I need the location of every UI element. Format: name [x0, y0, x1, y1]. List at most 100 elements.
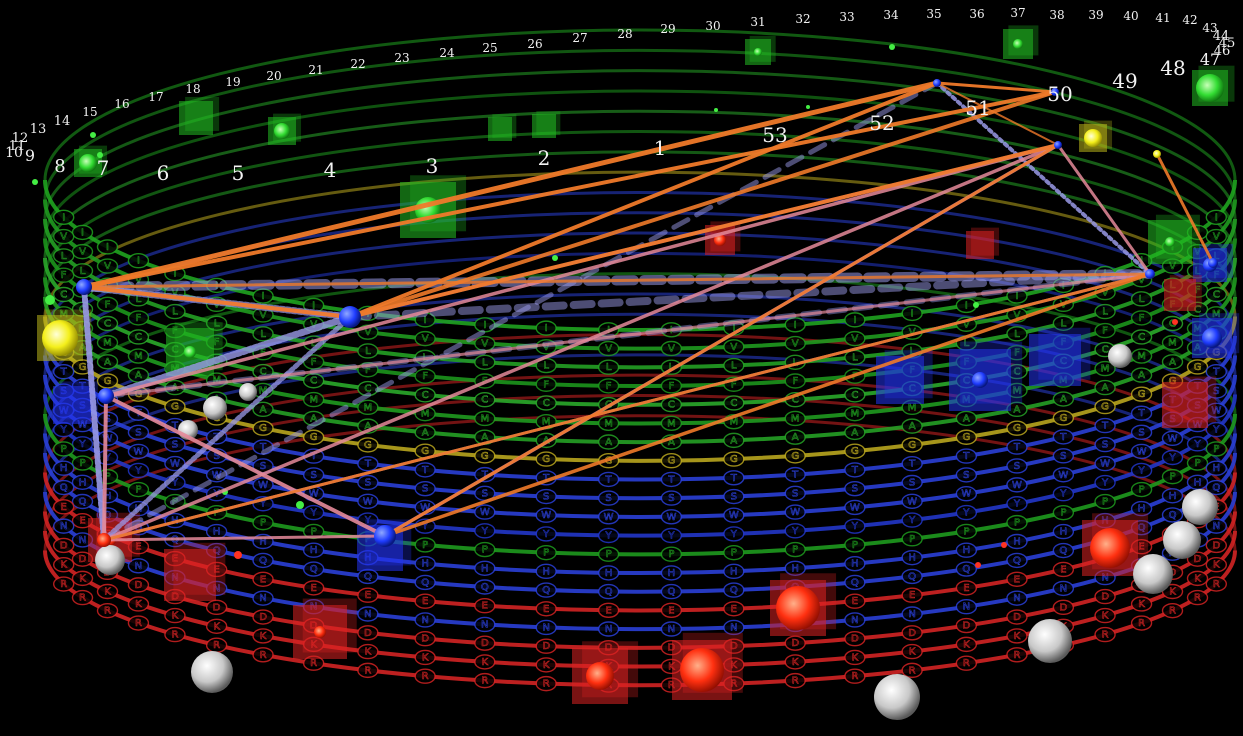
svg-text:M: M	[604, 418, 613, 429]
ring-front-arc	[43, 296, 1237, 445]
svg-text:P: P	[792, 545, 798, 556]
svg-text:Q: Q	[421, 577, 429, 588]
residue-box	[949, 341, 1023, 411]
position-label: 29	[660, 22, 675, 36]
ring-letter-A: A	[723, 432, 745, 449]
ring-letter-T: T	[955, 448, 978, 464]
sphere-marker	[191, 651, 233, 693]
ring-letter-V: V	[660, 340, 683, 357]
svg-text:W: W	[1168, 433, 1178, 444]
svg-text:W: W	[541, 510, 551, 521]
svg-text:W: W	[1012, 480, 1022, 491]
ring-front-arc	[43, 530, 1237, 669]
ring-letter-D: D	[1094, 588, 1116, 605]
position-label: 23	[394, 51, 409, 65]
svg-text:K: K	[668, 661, 675, 672]
ring-letter-P: P	[784, 541, 806, 558]
svg-text:N: N	[79, 535, 86, 546]
contact-link	[935, 81, 1152, 276]
svg-text:E: E	[852, 596, 858, 607]
svg-text:Y: Y	[908, 515, 916, 526]
svg-text:P: P	[1213, 444, 1219, 455]
contact-link	[102, 272, 1152, 542]
svg-text:F: F	[105, 299, 111, 310]
ring-front-arc	[43, 374, 1237, 519]
svg-text:H: H	[213, 527, 221, 538]
svg-text:I: I	[965, 300, 968, 311]
ring-letter-S: S	[1130, 424, 1153, 441]
svg-text:L: L	[543, 361, 549, 372]
svg-text:G: G	[1138, 389, 1146, 400]
ring-letter-T: T	[474, 466, 496, 483]
ring-letter-G: G	[357, 437, 379, 453]
svg-text:W: W	[103, 433, 113, 444]
svg-text:E: E	[482, 601, 488, 612]
svg-text:K: K	[79, 573, 86, 584]
ring-letter-G: G	[1186, 359, 1209, 375]
svg-text:L: L	[214, 318, 220, 329]
svg-text:P: P	[482, 545, 488, 556]
svg-text:T: T	[60, 367, 68, 378]
ring-letter-V: V	[96, 258, 119, 274]
svg-text:H: H	[542, 566, 550, 577]
svg-text:K: K	[60, 560, 67, 571]
position-label: 30	[705, 19, 720, 33]
ring-letter-T: T	[901, 456, 923, 472]
svg-text:D: D	[60, 540, 68, 551]
ring-letter-N: N	[1006, 590, 1028, 606]
svg-text:I: I	[1062, 280, 1065, 291]
ring-letter-Y: Y	[535, 526, 557, 542]
ring-letter-M: M	[357, 399, 379, 416]
ring-letter-H: H	[414, 555, 436, 572]
svg-text:M: M	[1137, 351, 1146, 362]
ring-letter-W: W	[252, 477, 274, 493]
contact-link	[81, 284, 107, 543]
contact-node	[76, 279, 92, 295]
svg-text:P: P	[61, 444, 67, 455]
svg-text:Y: Y	[605, 531, 613, 542]
residue-box	[672, 632, 743, 700]
svg-text:I: I	[483, 320, 486, 331]
position-label: 41	[1155, 11, 1170, 25]
svg-text:S: S	[172, 440, 178, 451]
ring-letter-K: K	[1006, 628, 1028, 644]
svg-text:K: K	[792, 657, 799, 668]
svg-text:S: S	[1102, 440, 1108, 451]
svg-text:S: S	[365, 477, 371, 488]
svg-text:M: M	[542, 417, 551, 428]
ring-letter-K: K	[1094, 607, 1116, 624]
ring-letter-I: I	[535, 320, 557, 336]
ring-letter-N: N	[474, 616, 496, 633]
ring-letter-N: N	[844, 612, 866, 628]
svg-text:T: T	[962, 451, 970, 462]
svg-text:P: P	[1102, 497, 1108, 508]
svg-text:G: G	[1194, 362, 1202, 373]
svg-text:S: S	[482, 488, 488, 499]
svg-text:L: L	[1139, 294, 1145, 305]
svg-text:P: P	[668, 549, 674, 560]
ring-letter-T: T	[660, 471, 683, 488]
svg-text:Q: Q	[851, 577, 859, 588]
ring-letter-I: I	[784, 317, 806, 333]
ring-letter-M: M	[597, 415, 620, 431]
position-label: 2	[538, 146, 551, 170]
ring-letter-N: N	[955, 599, 978, 615]
ring-letter-L: L	[52, 248, 75, 264]
ring-letter-K: K	[1186, 570, 1209, 587]
svg-text:F: F	[606, 381, 612, 392]
ring-letter-R: R	[1161, 602, 1184, 619]
svg-text:E: E	[909, 590, 915, 601]
green-dot	[45, 295, 55, 305]
ring-letter-M: M	[127, 348, 150, 364]
svg-text:V: V	[310, 319, 317, 330]
ring-letter-F: F	[1094, 322, 1116, 339]
ring-letter-Y: Y	[723, 526, 745, 542]
svg-text:T: T	[1059, 432, 1067, 443]
ring-letter-E: E	[252, 571, 274, 587]
svg-text:E: E	[668, 605, 674, 616]
ring-letter-A: A	[597, 434, 620, 450]
svg-text:A: A	[1138, 370, 1145, 381]
ring-letter-H: H	[474, 560, 496, 576]
svg-text:M: M	[908, 402, 917, 413]
ring-front-arc	[43, 277, 1237, 426]
